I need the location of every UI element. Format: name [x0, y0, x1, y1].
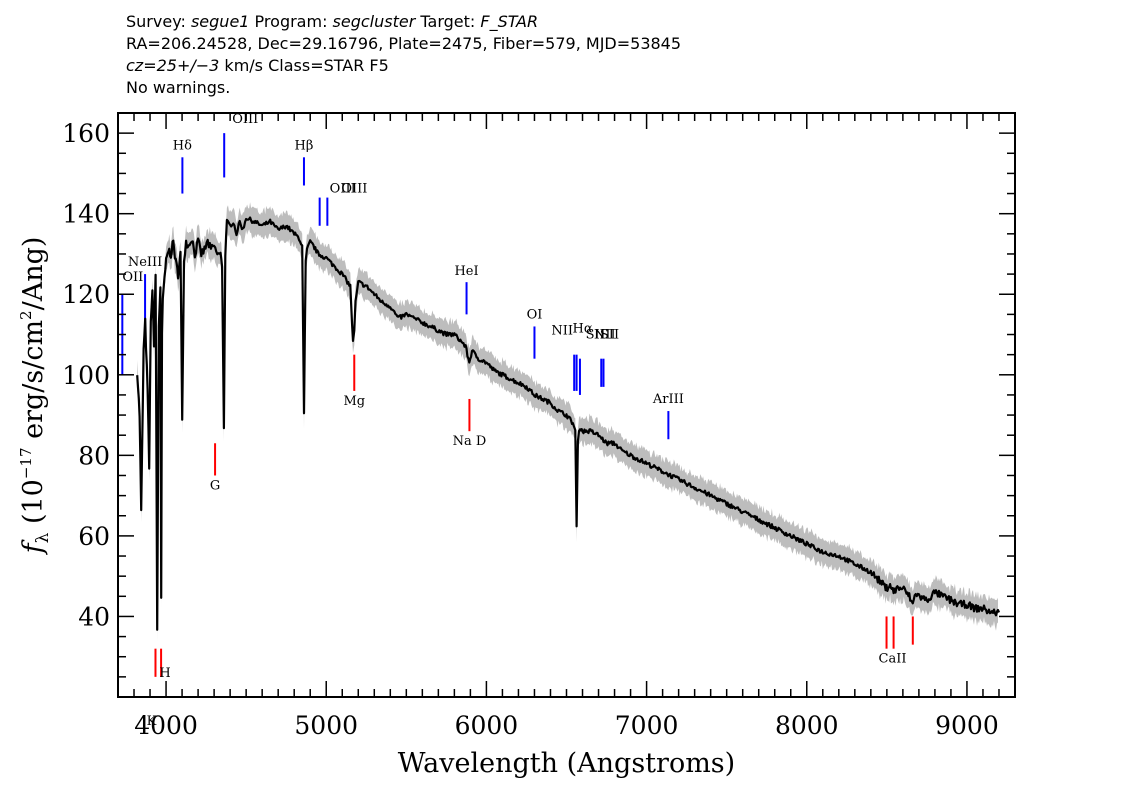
emission-line-marker: OIII [318, 182, 356, 226]
program-label: Program: [249, 12, 333, 31]
x-axis-title: Wavelength (Angstroms) [398, 748, 735, 779]
header-line-warnings: No warnings. [126, 78, 231, 97]
survey-value: segue1 [190, 12, 250, 31]
y-tick-label: 140 [62, 200, 110, 229]
flux-series-line [136, 216, 1001, 631]
emission-line-marker: SII [586, 328, 605, 387]
emission-line-label: NII [551, 324, 573, 339]
y-axis-title: fλ (10−17 erg/s/cm2/Ang) [17, 237, 53, 556]
x-axis: 4000 5000 6000 7000 8000 9000 [117, 113, 1016, 740]
absorption-line-label: G [210, 478, 220, 493]
target-label: Target: [415, 12, 481, 31]
survey-label: Survey: [126, 12, 191, 31]
redshift-class: km/s Class=STAR F5 [219, 56, 389, 75]
error-band [137, 202, 998, 642]
target-value: F_STAR [480, 12, 539, 31]
absorption-line-marker: G [210, 443, 220, 493]
emission-line-marker: NII [578, 328, 616, 395]
y-tick-label: 40 [78, 602, 110, 631]
flux-layer [136, 216, 1001, 631]
y-tick-label: 120 [62, 280, 110, 309]
x-tick-label: 7000 [615, 711, 679, 740]
emission-line-label: OIII [232, 112, 258, 127]
emission-line-label: OI [527, 307, 543, 322]
emission-line-marker: HeI [454, 264, 479, 315]
emission-line-marker: Hδ [173, 138, 192, 194]
emission-line-marker: ArIII [652, 392, 684, 440]
emission-line-label: Hα [573, 322, 593, 337]
emission-line-label: NII [594, 328, 616, 343]
absorption-line-marker: K [147, 648, 157, 729]
y-tick-label: 100 [62, 361, 110, 390]
emission-line-label: OII [122, 270, 143, 285]
emission-line-marker: Hα [573, 322, 593, 391]
emission-line-marker: OI [527, 307, 543, 359]
emission-line-label: OIII [341, 182, 367, 197]
emission-line-label: HeI [454, 264, 478, 279]
emission-line-marker: OIII [326, 182, 367, 226]
y-tick-label: 80 [78, 441, 110, 470]
x-tick-label: 4000 [134, 711, 198, 740]
absorption-line-label: CaII [879, 652, 907, 667]
absorption-line-label: Mg [343, 394, 365, 409]
error-band-layer [137, 202, 998, 642]
emission-line-marker: OII [121, 270, 143, 375]
absorption-line-marker: Mg [343, 354, 365, 409]
emission-line-label: OIII [330, 182, 356, 197]
y-tick-label: 160 [62, 119, 110, 148]
x-tick-label: 8000 [775, 711, 839, 740]
emission-line-marker: OIII [223, 112, 258, 178]
y-axis: 40 60 80 100 120 140 160 [62, 112, 1015, 698]
y-tick-label: 60 [78, 522, 110, 551]
emission-line-label: Hδ [173, 138, 192, 153]
emission-line-marker: Hβ [295, 138, 314, 186]
redshift-value: cz=25+/−3 [126, 56, 220, 75]
emission-line-label: Hβ [295, 138, 314, 153]
absorption-line-marker: Na D [453, 398, 487, 449]
absorption-line-label: Na D [453, 434, 487, 449]
emission-line-marker: NII [551, 324, 576, 391]
header-line-survey: Survey: segue1 Program: segcluster Targe… [126, 11, 681, 33]
emission-line-label: SII [586, 328, 605, 343]
spectrum-header: Survey: segue1 Program: segcluster Targe… [126, 11, 681, 99]
emission-line-marker: SII [600, 328, 619, 387]
absorption-line-label: K [147, 714, 157, 729]
emission-line-label: SII [600, 328, 619, 343]
absorption-line-marker: CaII [879, 616, 907, 667]
header-line-coordinates: RA=206.24528, Dec=29.16796, Plate=2475, … [126, 34, 682, 53]
emission-line-label: NeIII [128, 255, 162, 270]
emission-line-label: ArIII [652, 392, 684, 407]
absorption-line-marker: H [159, 648, 171, 681]
program-value: segcluster [332, 12, 416, 31]
header-line-redshift: cz=25+/−3 km/s Class=STAR F5 [126, 55, 681, 77]
x-tick-label: 5000 [294, 711, 358, 740]
x-tick-label: 6000 [455, 711, 519, 740]
x-tick-label: 9000 [935, 711, 999, 740]
absorption-line-label: H [159, 666, 170, 681]
